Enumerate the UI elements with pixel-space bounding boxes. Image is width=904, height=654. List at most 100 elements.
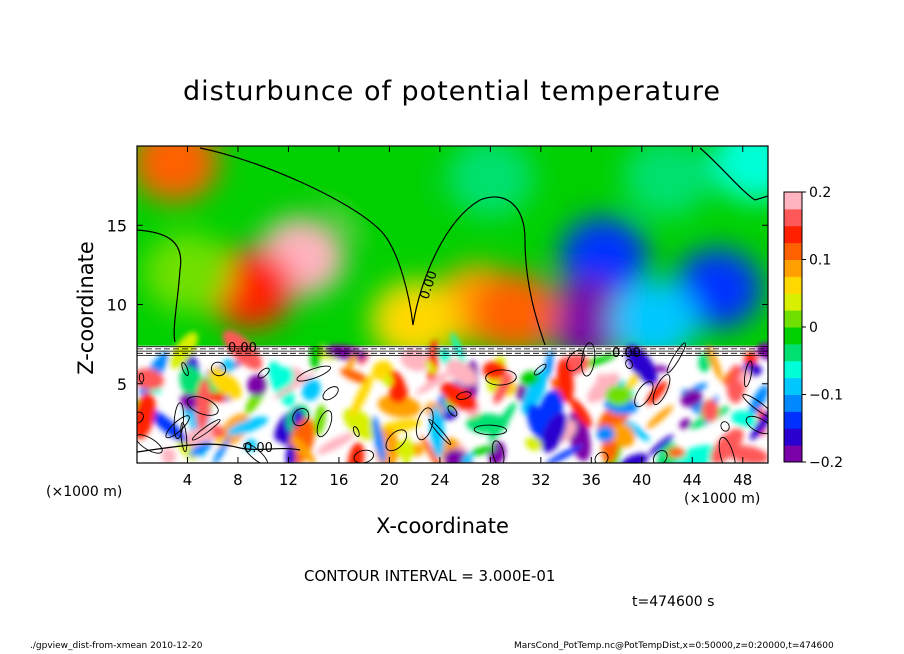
lower-patch-154: [137, 392, 156, 440]
eddy-contour-4: [210, 361, 227, 377]
lower-patch-16: [400, 348, 431, 372]
lower-patch-58: [222, 330, 263, 370]
lower-patch-94: [345, 353, 358, 371]
lower-patch-169: [446, 359, 477, 386]
eddy-contour-16: [491, 440, 505, 463]
eddy-contour-7: [485, 369, 517, 386]
x-tick-label-9: 40: [632, 471, 651, 489]
x-tick-label-1: 8: [233, 471, 243, 489]
colorbar-segment-15: [784, 192, 802, 210]
eddy-contour-6: [720, 421, 730, 432]
y-axis-label: Z-coordinate: [74, 241, 98, 375]
lower-patch-17: [427, 340, 439, 388]
chart-title: disturbunce of potential temperature: [183, 76, 721, 107]
eddy-contour-13: [581, 342, 596, 377]
lower-patch-42: [339, 368, 370, 384]
eddy-contour-32: [666, 342, 686, 374]
eddy-contour-31: [180, 422, 188, 453]
colorbar-segment-5: [784, 360, 802, 379]
lower-patch-165: [646, 405, 674, 430]
heatmap-lower-turbulent-layer: [137, 329, 768, 463]
lower-patch-45: [301, 378, 321, 401]
lower-patch-153: [470, 445, 496, 456]
colorbar-segment-0: [784, 445, 802, 463]
lower-patch-74: [388, 383, 408, 404]
x-tick-label-4: 20: [380, 471, 399, 489]
lower-patch-162: [372, 416, 386, 463]
lower-patch-112: [440, 381, 478, 412]
colorbar-tick-label-4: −0.2: [809, 455, 843, 471]
eddy-contour-33: [625, 359, 633, 369]
eddy-contour-35: [243, 442, 268, 463]
eddy-contour-10: [385, 429, 408, 452]
lower-patch-64: [221, 358, 234, 375]
x-axis-ticks: 4 8 12 16 20 24 28 32 36 40 44 48: [183, 146, 752, 489]
eddy-contour-38: [137, 434, 163, 454]
x-tick-label-11: 48: [733, 471, 752, 489]
lower-patch-147: [701, 399, 719, 422]
lower-patch-13: [727, 445, 768, 463]
lower-patch-159: [667, 447, 686, 458]
contour-label-1: 0.00: [228, 341, 257, 356]
field-region-14: [471, 272, 560, 353]
lower-patch-131: [189, 440, 213, 457]
footer-left: ./gpview_dist-from-xmean 2010-12-20: [30, 641, 203, 651]
lower-patch-149: [723, 370, 733, 385]
lower-patch-138: [645, 381, 668, 405]
contour-labels: 0.000.000.000.00: [228, 269, 641, 456]
eddy-contour-5: [447, 405, 458, 417]
y-tick-label-1: 10: [107, 296, 127, 315]
eddy-contour-14: [533, 363, 547, 376]
lower-patch-167: [462, 452, 473, 463]
lower-patch-41: [210, 424, 225, 440]
lower-patch-148: [402, 434, 411, 463]
field-region-2: [137, 146, 219, 202]
lower-patch-164: [213, 437, 230, 463]
colorbar-segment-9: [784, 293, 802, 311]
field-region-13: [370, 280, 459, 361]
eddy-contour-11: [415, 407, 434, 441]
lower-patch-123: [415, 370, 452, 395]
lower-patch-79: [679, 418, 691, 430]
lower-patch-126: [275, 366, 295, 389]
eddy-contour-15: [745, 415, 768, 435]
contour-lines: [137, 147, 768, 463]
colorbar-tick-label-2: 0: [809, 320, 818, 336]
eddy-contour-22: [296, 365, 332, 382]
x-axis-unit-left: (×1000 m): [46, 484, 123, 500]
colorbar-tick-label-0: 0.2: [809, 185, 831, 201]
heatmap-regions: [137, 146, 768, 361]
field-region-5: [446, 146, 535, 218]
zero-contour-1: [199, 147, 546, 346]
lower-patch-135: [525, 436, 542, 451]
contour-interval-text: CONTOUR INTERVAL = 3.000E-01: [304, 567, 556, 585]
lower-patch-121: [420, 435, 447, 463]
lower-patch-88: [316, 432, 355, 455]
colorbar-segment-13: [784, 225, 802, 244]
eddy-contour-26: [352, 426, 360, 438]
eddy-contour-29: [718, 436, 736, 463]
lower-patch-4: [161, 447, 176, 463]
zero-contour-2: [699, 147, 768, 201]
lower-patch-160: [289, 434, 316, 463]
eddy-contour-9: [428, 418, 452, 446]
field-region-7: [559, 216, 648, 297]
lower-patch-29: [377, 394, 421, 418]
lower-patch-19: [653, 365, 669, 373]
time-stamp: t=474600 s: [632, 594, 715, 610]
eddy-contour-30: [566, 349, 585, 372]
contour-label-2: 0.00: [244, 441, 273, 456]
eddy-contour-25: [316, 410, 333, 438]
x-tick-label-6: 28: [481, 471, 500, 489]
footer-right: MarsCond_PotTemp.nc@PotTempDist,x=0:5000…: [514, 641, 834, 651]
lower-patch-46: [621, 418, 650, 442]
colorbar-segment-11: [784, 259, 802, 277]
colorbar-segment-3: [784, 394, 802, 412]
lower-patch-89: [570, 398, 592, 428]
lower-patch-40: [698, 351, 712, 373]
field-region-12: [610, 280, 699, 361]
eddy-contour-34: [137, 411, 144, 424]
colorbar: 0.2 0.1 0 −0.1 −0.2: [783, 185, 843, 471]
lower-patch-114: [545, 444, 583, 463]
